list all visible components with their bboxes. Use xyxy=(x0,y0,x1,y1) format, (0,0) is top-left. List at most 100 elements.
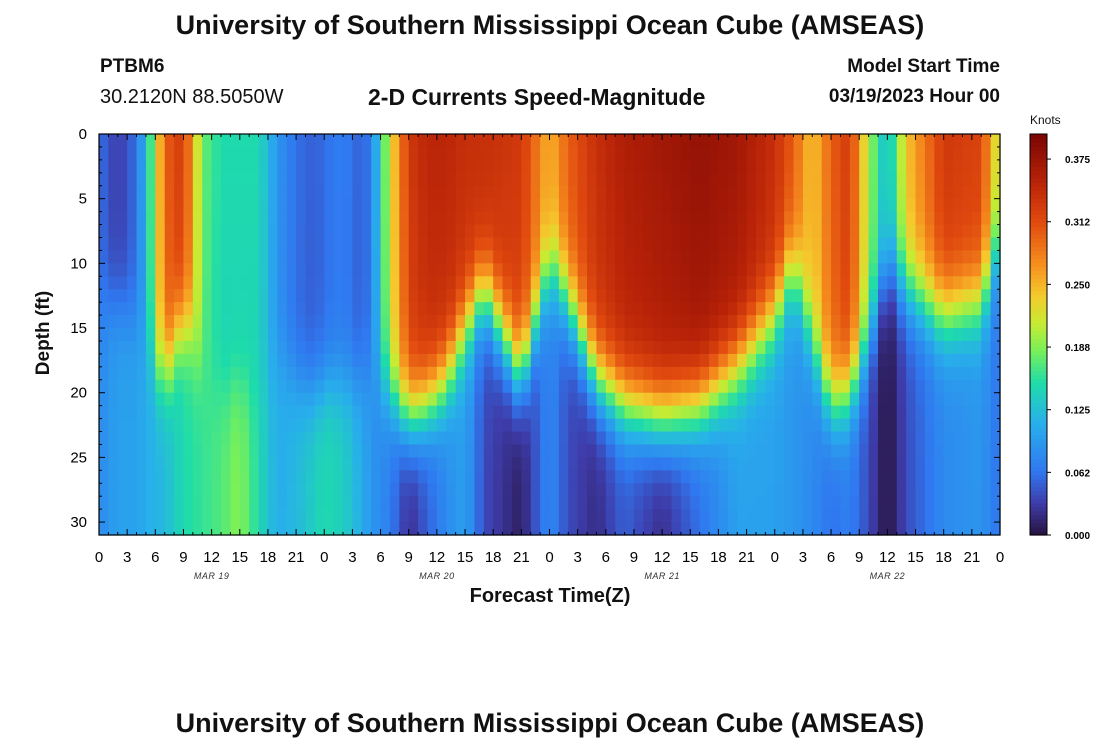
heatmap-cell xyxy=(286,522,297,536)
heatmap-cell xyxy=(587,431,598,446)
heatmap-cell xyxy=(117,159,128,174)
heatmap-cell xyxy=(474,302,485,316)
heatmap-cell xyxy=(174,237,185,252)
heatmap-cell xyxy=(605,302,616,316)
heatmap-cell xyxy=(549,146,560,161)
heatmap-cell xyxy=(558,509,569,523)
heatmap-cell xyxy=(671,276,682,290)
heatmap-cell xyxy=(549,392,560,407)
heatmap-cell xyxy=(427,392,438,407)
heatmap-cell xyxy=(99,302,109,316)
heatmap-cell xyxy=(737,250,748,264)
heatmap-cell xyxy=(549,172,560,187)
heatmap-cell xyxy=(662,496,673,510)
heatmap-cell xyxy=(352,224,363,239)
heatmap-cell xyxy=(399,328,410,342)
heatmap-cell xyxy=(127,159,138,174)
heatmap-cell xyxy=(718,496,729,510)
heatmap-cell xyxy=(971,134,982,148)
heatmap-cell xyxy=(333,302,344,316)
heatmap-cell xyxy=(915,198,926,213)
heatmap-cell xyxy=(840,289,851,303)
heatmap-cell xyxy=(755,263,766,277)
heatmap-cell xyxy=(446,198,457,213)
heatmap-cell xyxy=(371,483,382,497)
heatmap-cell xyxy=(530,483,541,497)
heatmap-cell xyxy=(314,522,325,536)
heatmap-cell xyxy=(239,289,250,303)
heatmap-cell xyxy=(258,496,269,510)
heatmap-cell xyxy=(755,146,766,161)
heatmap-cell xyxy=(793,366,804,381)
heatmap-cell xyxy=(755,198,766,213)
heatmap-cell xyxy=(690,198,701,213)
heatmap-cell xyxy=(896,444,907,458)
heatmap-cell xyxy=(502,340,513,355)
date-label: MAR 20 xyxy=(419,571,455,581)
heatmap-cell xyxy=(108,522,119,536)
heatmap-cell xyxy=(718,237,729,252)
heatmap-cell xyxy=(558,224,569,239)
heatmap-cell xyxy=(643,198,654,213)
heatmap-cell xyxy=(596,237,607,252)
heatmap-cell xyxy=(314,353,325,368)
heatmap-cell xyxy=(192,470,203,484)
heatmap-cell xyxy=(709,302,720,316)
heatmap-cell xyxy=(502,496,513,510)
heatmap-cell xyxy=(953,366,964,381)
heatmap-cell xyxy=(305,379,316,394)
heatmap-cell xyxy=(211,353,222,368)
heatmap-cell xyxy=(108,379,119,394)
heatmap-cell xyxy=(202,198,213,213)
heatmap-cell xyxy=(521,418,532,433)
heatmap-cell xyxy=(183,457,194,471)
heatmap-cell xyxy=(727,263,738,277)
heatmap-cell xyxy=(117,302,128,316)
heatmap-cell xyxy=(587,159,598,174)
heatmap-cell xyxy=(267,172,278,187)
heatmap-cell xyxy=(183,509,194,523)
y-tick-label: 15 xyxy=(70,320,87,337)
heatmap-cell xyxy=(568,457,579,471)
heatmap-cell xyxy=(737,340,748,355)
heatmap-cell xyxy=(296,263,307,277)
heatmap-cell xyxy=(183,315,194,329)
heatmap-cell xyxy=(446,276,457,290)
heatmap-cell xyxy=(924,353,935,368)
heatmap-cell xyxy=(436,353,447,368)
heatmap-cell xyxy=(493,159,504,174)
heatmap-cell xyxy=(155,418,166,433)
heatmap-cell xyxy=(333,159,344,174)
heatmap-cell xyxy=(643,379,654,394)
heatmap-cell xyxy=(465,263,476,277)
heatmap-cell xyxy=(136,185,147,200)
heatmap-cell xyxy=(802,444,813,458)
heatmap-cell xyxy=(192,315,203,329)
heatmap-cell xyxy=(99,340,109,355)
heatmap-cell xyxy=(277,211,288,226)
heatmap-cell xyxy=(774,134,785,148)
heatmap-cell xyxy=(521,146,532,161)
heatmap-cell xyxy=(202,134,213,148)
heatmap-cell xyxy=(436,146,447,161)
heatmap-cell xyxy=(877,366,888,381)
heatmap-cell xyxy=(408,315,419,329)
heatmap-cell xyxy=(418,405,429,420)
heatmap-cell xyxy=(230,405,241,420)
heatmap-cell xyxy=(427,379,438,394)
heatmap-cell xyxy=(380,250,391,264)
heatmap-cell xyxy=(314,198,325,213)
heatmap-cell xyxy=(183,159,194,174)
heatmap-cell xyxy=(887,392,898,407)
heatmap-cell xyxy=(145,470,156,484)
heatmap-cell xyxy=(840,470,851,484)
heatmap-cell xyxy=(455,418,466,433)
heatmap-cell xyxy=(192,340,203,355)
heatmap-cell xyxy=(643,431,654,446)
heatmap-cell xyxy=(493,353,504,368)
heatmap-cell xyxy=(596,340,607,355)
heatmap-cell xyxy=(868,134,879,148)
heatmap-cell xyxy=(352,328,363,342)
heatmap-cell xyxy=(521,315,532,329)
heatmap-cell xyxy=(981,134,992,148)
